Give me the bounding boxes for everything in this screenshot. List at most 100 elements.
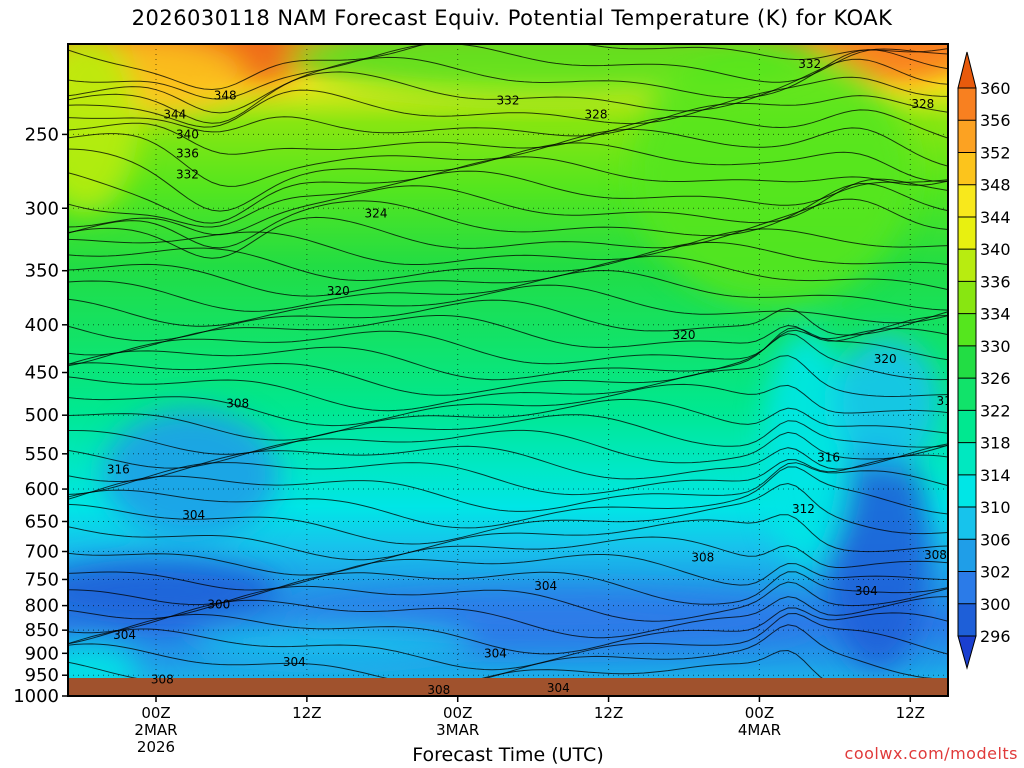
contour-line [68,333,948,396]
contour-line [68,355,948,412]
colorbar-label: 344 [980,208,1011,227]
colorbar-segment [958,313,976,346]
contour-line [68,327,948,381]
colorbar-segment [958,603,976,636]
contour-line [68,554,948,591]
contour-label: 300 [207,598,230,612]
colorbar-segment [958,281,976,314]
contour-line [68,398,948,441]
contour-label: 316 [817,450,840,464]
y-tick-label: 700 [25,542,59,563]
contour-label: 332 [798,57,821,71]
contour-label: 348 [214,88,237,102]
contour-label: 308 [226,397,249,411]
contour-label: 304 [534,579,557,593]
contour-label: 312 [937,394,960,408]
contour-line [68,327,948,367]
colorbar-segment [958,345,976,379]
colorbar-segment [958,507,976,540]
colorbar-segment [958,539,976,572]
contour-label: 340 [176,127,199,141]
y-tick-label: 800 [25,596,59,617]
colorbar-label: 348 [980,176,1011,195]
contour-line [68,255,948,297]
y-tick-label: 650 [25,511,59,532]
contour-line [68,241,948,282]
x-tick-label: 12Z [594,704,623,722]
y-tick-label: 450 [25,363,59,384]
colorbar-segment [958,120,976,153]
colorbar-label: 318 [980,434,1011,453]
contour-label: 304 [113,628,136,642]
colorbar-label: 326 [980,369,1011,388]
contour-lines [68,44,948,696]
x-axis-label: Forecast Time (UTC) [412,744,604,766]
contour-label: 304 [283,655,306,669]
contour-line [68,269,948,312]
colorbar-segment [958,410,976,443]
colorbar-label: 340 [980,240,1011,259]
x-tick-label: 00Z 2MAR 2026 [134,704,177,756]
colorbar-over-arrow [957,51,977,89]
contour-line [68,44,948,91]
y-tick-label: 250 [25,124,59,145]
contour-line [68,536,948,576]
contour-line [68,607,948,655]
contour-line [68,178,948,236]
y-tick-label: 850 [25,620,59,641]
contour-line [68,198,948,259]
colorbar-label: 330 [980,337,1011,356]
colorbar-label: 310 [980,498,1011,517]
theta-e-field-features [68,44,948,696]
y-tick-label: 400 [25,315,59,336]
contour-line [68,482,948,545]
colorbar-segment [958,184,976,217]
colorbar-segment [958,442,976,475]
contour-label: 308 [151,672,174,686]
contour-line [68,299,948,342]
contour-label: 304 [1012,436,1024,450]
contour-label: 308 [691,550,714,564]
contour-line [68,612,948,671]
plot-area [68,44,948,696]
colorbar-label: 352 [980,143,1011,162]
colorbar-segment [958,249,976,282]
x-tick-label: 12Z [896,704,925,722]
colorbar-segment [958,152,976,185]
chart-title: 2026030118 NAM Forecast Equiv. Potential… [131,6,893,30]
contour-line [68,76,948,128]
x-axis: 00Z 2MAR 2026 12Z 00Z 3MAR 12Z 00Z 4MAR 12Z [134,696,925,756]
contour-line [68,466,948,529]
contour-line [68,109,948,155]
contour-line [68,95,948,137]
y-tick-label: 500 [25,405,59,426]
colorbar-segment [958,474,976,508]
contour-label: 332 [497,94,520,108]
contour-label: 308 [924,548,947,562]
y-tick-label: 350 [25,261,59,282]
ground-surface [68,678,948,696]
contour-line [68,284,948,327]
x-tick-label: 12Z [292,704,321,722]
colorbar-label: 306 [980,530,1011,549]
colorbar-label: 300 [980,595,1011,614]
y-tick-label: 750 [25,569,59,590]
contour-line [68,443,948,483]
credit-link[interactable]: coolwx.com/modelts [844,744,1018,763]
colorbar-label: 356 [980,111,1011,130]
grid-lines [68,44,948,696]
contour-label: 328 [585,107,608,121]
y-tick-label: 600 [25,479,59,500]
x-tick-label: 00Z 4MAR [738,704,781,739]
colorbar-segment [958,571,976,604]
y-tick-label: 1000 [13,686,59,707]
contour-line [68,142,948,212]
contour-labels: 332 348 344 340 336 332 332 328 328 324 320 320 320 3… [107,57,1024,696]
contour-line [68,462,948,512]
colorbar-label: 322 [980,401,1011,420]
x-tick-label: 00Z 3MAR [436,704,479,739]
colorbar-label: 360 [980,79,1011,98]
contour-line [68,383,948,427]
colorbar-under-arrow [957,635,977,670]
